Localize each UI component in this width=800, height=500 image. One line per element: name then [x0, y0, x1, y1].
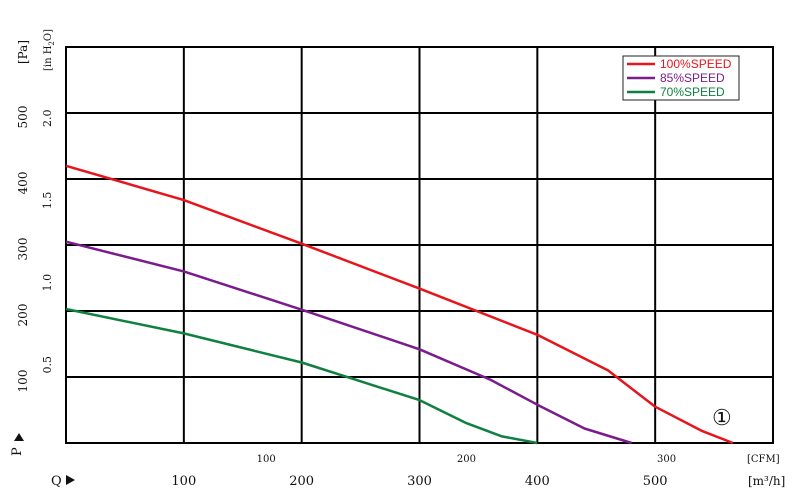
legend-label: 70%SPEED: [660, 85, 725, 99]
series-line: [65, 240, 632, 445]
curve-marker: ①: [712, 406, 732, 431]
y-tick-pa: 200: [16, 304, 30, 327]
m3h-unit: [m³/h]: [748, 474, 785, 488]
cfm-unit: [CFM]: [747, 454, 780, 465]
y-tick-pa: 500: [16, 106, 30, 129]
tick-labels: 100 200 300 400 500 0.5 1.0 1.5 2.0 100 200 300 100 2…: [16, 106, 676, 489]
x-tick-m3h: 200: [289, 474, 314, 489]
y-unit-inh2o: [in H2O]: [43, 29, 56, 71]
legend-label: 85%SPEED: [660, 71, 725, 85]
curves: [65, 164, 734, 445]
y-tick-inh2o: 1.0: [41, 274, 54, 292]
series-line: [65, 307, 538, 445]
x-tick-m3h: 400: [525, 474, 550, 489]
plot-grid: [65, 46, 774, 444]
y-tick-pa: 300: [16, 238, 30, 261]
y-tick-inh2o: 2.0: [41, 109, 54, 127]
y-tick-inh2o: 1.5: [41, 192, 54, 210]
y-tick-pa: 100: [16, 370, 30, 393]
x-tick-cfm: 100: [257, 454, 276, 465]
x-tick-cfm: 300: [657, 454, 676, 465]
p-axis-arrow-icon: [14, 433, 24, 441]
x-tick-m3h: 500: [643, 474, 668, 489]
p-axis-label: P: [10, 447, 25, 456]
y-tick-inh2o: 0.5: [41, 356, 54, 374]
x-tick-cfm: 200: [457, 454, 476, 465]
y-unit-pa: [Pa]: [16, 40, 30, 64]
q-axis-label: Q: [51, 474, 62, 489]
y-tick-pa: 400: [16, 172, 30, 195]
x-tick-m3h: 300: [407, 474, 432, 489]
axes-text: [Pa] [in H2O] P Q [CFM] [m³/h] ①: [10, 29, 785, 489]
q-axis-arrow-icon: [66, 475, 75, 485]
legend-label: 100%SPEED: [660, 57, 732, 71]
series-line: [65, 164, 734, 445]
x-tick-m3h: 100: [171, 474, 196, 489]
